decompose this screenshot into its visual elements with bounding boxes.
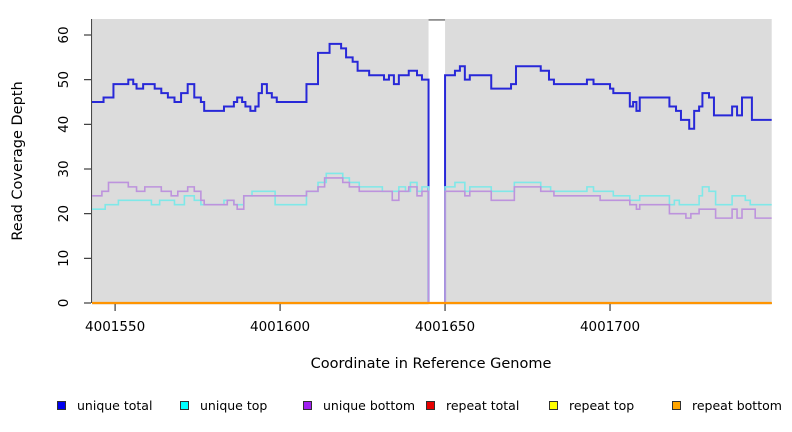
chart-legend: unique total unique top unique bottom re… [57,398,792,413]
unique-top-swatch-icon [180,401,189,410]
legend-label: repeat bottom [692,398,782,413]
plot-area: 4001550 4001600 4001650 4001700 0 10 20 30 40 50 6… [56,19,772,335]
x-tick-label: 4001600 [250,319,310,335]
x-tick-label: 4001650 [415,319,475,335]
y-tick-label: 20 [56,205,72,222]
legend-label: unique total [77,398,153,413]
x-tick-label: 4001700 [580,319,640,335]
y-tick-label: 10 [56,250,72,267]
unique-bottom-swatch-icon [303,401,312,410]
series-unique-bottom [92,177,772,304]
series-unique-total [92,42,772,304]
repeat-total-swatch-icon [426,401,435,410]
y-tick-label: 30 [56,160,72,177]
legend-item-unique-total: unique total [57,398,180,413]
legend-item-unique-bottom: unique bottom [303,398,426,413]
gap-band-top-edge [428,19,446,21]
legend-label: unique bottom [323,398,416,413]
y-tick-label: 60 [56,26,72,43]
y-axis-title: Read Coverage Depth [10,81,26,240]
x-axis-title: Coordinate in Reference Genome [311,356,552,372]
legend-label: repeat top [569,398,635,413]
repeat-top-swatch-icon [549,401,558,410]
coverage-chart: 4001550 4001600 4001650 4001700 0 10 20 30 40 50 6… [10,19,772,372]
legend-item-repeat-bottom: repeat bottom [672,398,792,413]
y-tick-label: 50 [56,71,72,88]
legend-item-repeat-total: repeat total [426,398,549,413]
unique-total-swatch-icon [57,401,66,410]
legend-item-repeat-top: repeat top [549,398,672,413]
legend-label: repeat total [446,398,520,413]
gap-band [428,19,446,305]
y-tick-label: 0 [56,299,72,308]
legend-item-unique-top: unique top [180,398,303,413]
legend-label: unique top [200,398,268,413]
x-tick-label: 4001550 [85,319,145,335]
repeat-bottom-swatch-icon [672,401,681,410]
y-tick-label: 40 [56,116,72,133]
